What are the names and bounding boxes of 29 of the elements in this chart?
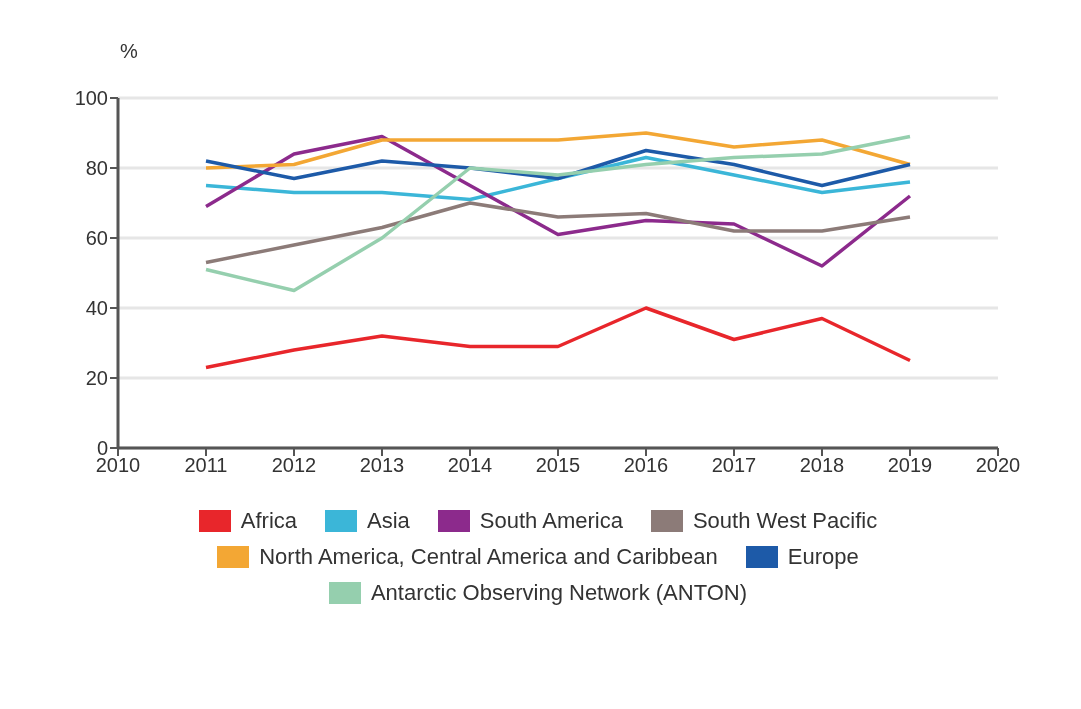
x-tick-label: 2020: [975, 454, 1021, 477]
x-tick-label: 2016: [623, 454, 669, 477]
x-tick-label: 2011: [184, 454, 228, 477]
y-tick-label: 40: [85, 297, 108, 320]
legend-label: Antarctic Observing Network (ANTON): [370, 580, 748, 606]
y-tick-label: 60: [85, 227, 108, 250]
legend-label: North America, Central America and Caribbean: [259, 544, 718, 570]
x-tick-label: 2012: [271, 454, 317, 477]
legend-label: South America: [479, 508, 623, 534]
x-tick-label: 2018: [799, 454, 845, 477]
legend-label: Europe: [787, 544, 859, 570]
line-series: [204, 306, 912, 370]
x-tick-label: 2015: [535, 454, 581, 477]
x-tick-label: 2017: [711, 454, 757, 477]
legend-label: South West Pacific: [692, 508, 878, 534]
legend-label: Asia: [367, 508, 410, 534]
x-tick-label: 2019: [887, 454, 933, 477]
line-series: [204, 131, 912, 170]
line-series: [204, 201, 912, 265]
y-tick-label: 20: [85, 367, 108, 390]
y-tick-label: 100: [74, 87, 108, 110]
x-tick-label: 2014: [447, 454, 493, 477]
line-series: [204, 134, 912, 293]
line-series: [204, 134, 912, 268]
legend-label: Africa: [240, 508, 298, 534]
x-tick-label: 2013: [359, 454, 405, 477]
y-axis-title: %: [120, 40, 138, 63]
x-tick-label: 2010: [95, 454, 141, 477]
y-tick-label: 80: [85, 157, 108, 180]
